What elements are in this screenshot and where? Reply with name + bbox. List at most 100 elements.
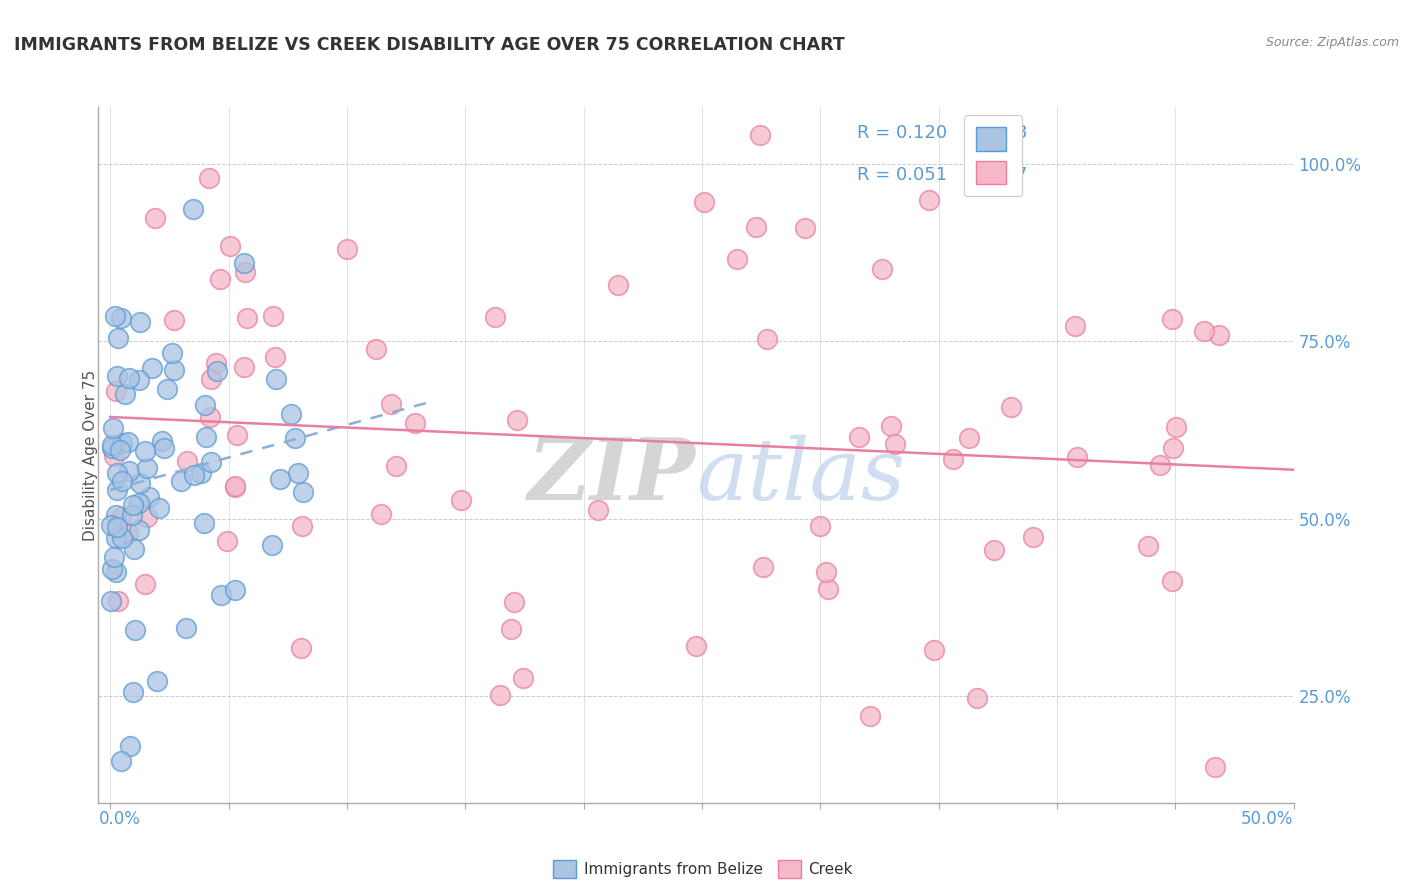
Point (232, 360, 254, 375)
Point (205, 356, 228, 370)
Text: 0.0%: 0.0% (98, 810, 141, 828)
Text: atlas: atlas (696, 434, 905, 517)
Point (105, 483, 128, 497)
Point (129, 475, 152, 490)
Point (226, 428, 249, 442)
Text: 50.0%: 50.0% (1241, 810, 1294, 828)
Point (219, 239, 242, 253)
Point (128, 523, 150, 537)
Point (685, 639, 707, 653)
Point (122, 684, 145, 698)
Point (107, 331, 129, 345)
Point (105, 531, 128, 545)
Point (160, 345, 183, 359)
Text: R = 0.051   N = 77: R = 0.051 N = 77 (858, 166, 1028, 184)
Point (751, 560, 773, 574)
Point (748, 128, 770, 143)
Point (1066, 450, 1088, 464)
Point (104, 508, 127, 523)
Point (135, 460, 157, 475)
Point (104, 309, 127, 323)
Point (1064, 319, 1087, 334)
Point (1137, 539, 1160, 553)
Point (183, 467, 205, 482)
Text: ZIP: ZIP (529, 434, 696, 517)
Point (105, 384, 128, 398)
Point (1204, 760, 1226, 774)
Legend: , : , (965, 115, 1022, 196)
Point (104, 565, 127, 579)
Point (163, 363, 186, 377)
Text: IMMIGRANTS FROM BELIZE VS CREEK DISABILITY AGE OVER 75 CORRELATION CHART: IMMIGRANTS FROM BELIZE VS CREEK DISABILI… (14, 36, 845, 54)
Point (181, 202, 204, 216)
Point (118, 464, 141, 478)
Point (117, 370, 139, 384)
Point (269, 472, 291, 486)
Point (291, 485, 314, 500)
Point (150, 434, 173, 448)
Point (108, 443, 131, 458)
Point (152, 441, 174, 455)
Point (1164, 419, 1187, 434)
Point (484, 310, 506, 324)
Point (110, 310, 132, 325)
Point (143, 211, 166, 226)
Point (209, 272, 232, 286)
Point (1194, 324, 1216, 338)
Point (284, 431, 307, 445)
Point (105, 466, 128, 480)
Point (107, 593, 129, 607)
Point (146, 673, 169, 688)
Point (193, 516, 215, 531)
Point (128, 495, 150, 509)
Point (134, 443, 156, 458)
Point (176, 454, 198, 468)
Point (100, 517, 122, 532)
Point (290, 519, 312, 533)
Point (124, 624, 146, 638)
Point (205, 363, 228, 377)
Point (808, 519, 831, 533)
Point (385, 458, 408, 473)
Point (794, 221, 817, 235)
Point (450, 492, 472, 507)
Point (336, 242, 359, 256)
Point (103, 421, 125, 435)
Point (280, 407, 302, 421)
Point (884, 437, 907, 451)
Point (880, 418, 903, 433)
Point (122, 541, 145, 556)
Point (117, 526, 139, 541)
Point (162, 313, 184, 327)
Point (200, 455, 222, 469)
Point (194, 397, 217, 411)
Point (122, 498, 145, 512)
Point (195, 430, 218, 444)
Point (505, 413, 527, 427)
Point (489, 688, 512, 702)
Point (1149, 458, 1171, 473)
Point (924, 643, 946, 657)
Point (148, 501, 170, 516)
Point (103, 550, 125, 565)
Point (111, 474, 134, 488)
Point (128, 315, 150, 329)
Point (966, 691, 988, 706)
Point (224, 582, 246, 597)
Point (128, 373, 150, 387)
Point (117, 435, 139, 450)
Point (370, 507, 392, 521)
Point (138, 491, 160, 505)
Point (233, 256, 256, 270)
Point (118, 739, 141, 753)
Point (200, 372, 222, 386)
Point (136, 510, 159, 524)
Point (169, 474, 191, 488)
Point (235, 310, 257, 325)
Point (693, 194, 716, 209)
Point (512, 672, 534, 686)
Point (983, 543, 1005, 558)
Point (264, 351, 287, 365)
Point (264, 372, 287, 386)
Point (404, 416, 426, 430)
